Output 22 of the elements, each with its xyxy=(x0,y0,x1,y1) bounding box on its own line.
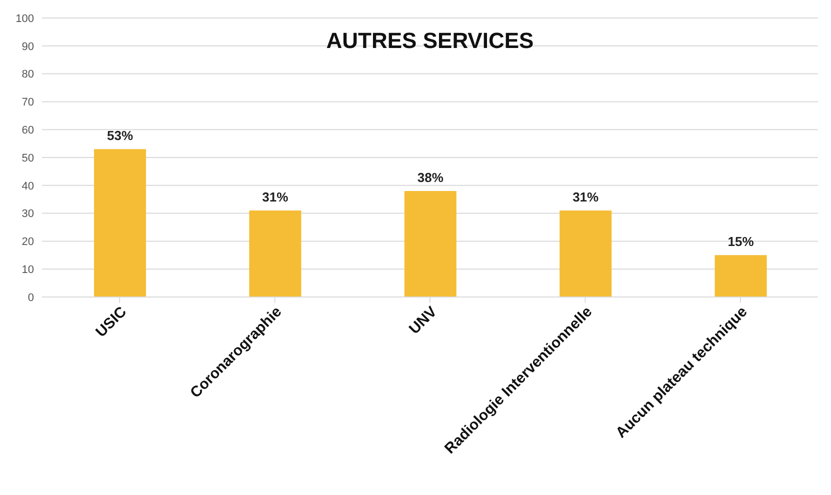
y-tick-label: 80 xyxy=(22,68,34,81)
y-tick-label: 60 xyxy=(22,124,34,137)
data-label: 38% xyxy=(417,170,444,185)
data-label: 53% xyxy=(106,128,134,144)
text: AUTRES SERVICES xyxy=(325,28,535,54)
data-label: 15% xyxy=(728,234,754,250)
y-tick-label: 40 xyxy=(22,180,34,192)
y-tick-label: 0 xyxy=(28,292,34,304)
y-tick-label: 90 xyxy=(22,40,34,53)
y-tick-label: 70 xyxy=(22,96,34,109)
y-tick-label: 20 xyxy=(22,236,34,248)
y-tick-label: 50 xyxy=(22,152,34,164)
bar xyxy=(404,190,456,297)
data-label: 31% xyxy=(262,190,289,205)
data-label: 31% xyxy=(572,190,600,205)
bar xyxy=(560,210,612,297)
bar xyxy=(94,149,146,297)
y-tick-label: 10 xyxy=(22,264,34,276)
bar xyxy=(714,255,767,297)
y-tick-label: 30 xyxy=(22,208,34,220)
y-tick-label: 100 xyxy=(16,12,34,25)
bar xyxy=(249,210,302,297)
